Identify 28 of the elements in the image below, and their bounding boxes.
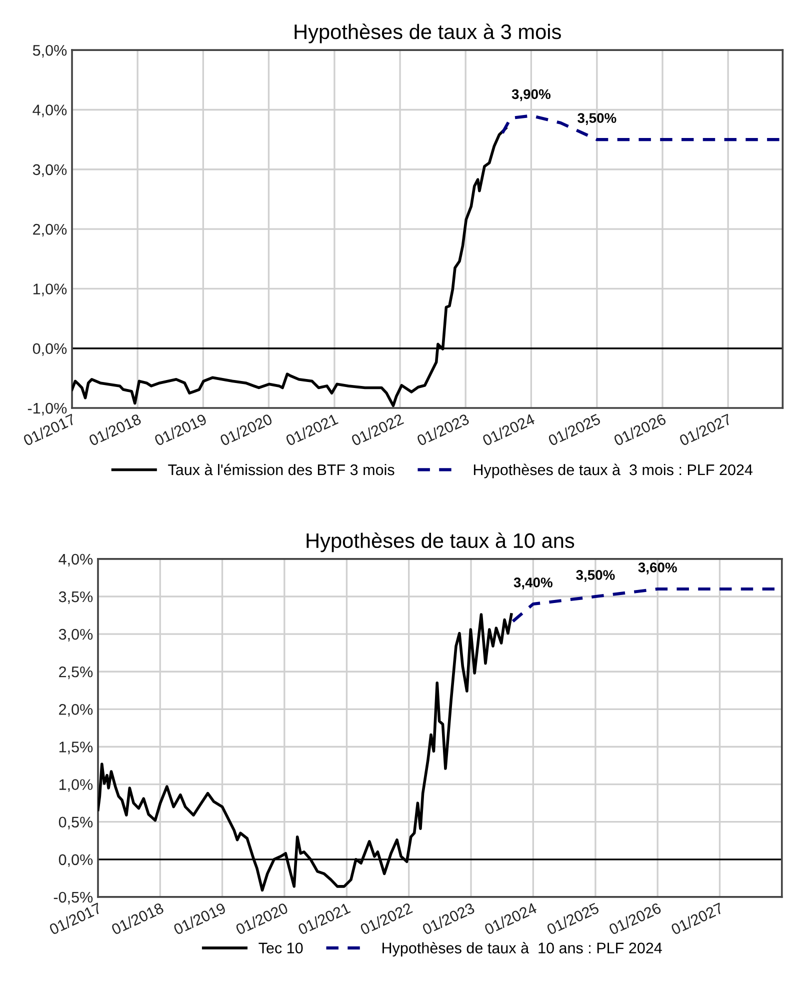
annotation: 3,50% xyxy=(578,113,616,125)
y-tick-label: 0,0% xyxy=(32,343,67,356)
legend-label: Tec 10 xyxy=(258,942,303,954)
annotation: 3,50% xyxy=(576,570,615,582)
y-tick-label: 1,0% xyxy=(33,284,67,296)
legend-label: Hypothèses de taux à 3 mois : PLF 2024 xyxy=(474,464,753,478)
y-tick-label: 3,5% xyxy=(58,591,93,604)
y-tick-label: 5,0% xyxy=(32,44,67,58)
y-tick-label: 2,0% xyxy=(59,704,93,717)
chart-title: Hypothèses de taux à 3 mois xyxy=(294,24,561,44)
chart-title: Hypothèses de taux à 10 ans xyxy=(306,532,574,552)
legend-label: Taux à l'émission des BTF 3 mois xyxy=(168,464,394,476)
y-tick-label: 4,0% xyxy=(32,104,67,118)
y-tick-label: 3,0% xyxy=(32,164,67,177)
y-tick-label: 0,5% xyxy=(58,816,93,830)
y-tick-label: 3,0% xyxy=(58,628,93,642)
y-tick-label: 4,0% xyxy=(58,554,93,566)
y-tick-label: -0,5% xyxy=(54,892,93,904)
y-tick-label: 0,0% xyxy=(58,854,93,867)
y-tick-label: 2,5% xyxy=(59,666,93,680)
legend-label: Hypothèses de taux à 10 ans : PLF 2024 xyxy=(382,942,662,956)
y-tick-label: 2,0% xyxy=(33,224,67,237)
y-tick-label: -1,0% xyxy=(28,402,67,416)
annotation: 3,40% xyxy=(514,578,552,590)
y-tick-label: 1,5% xyxy=(59,742,93,754)
annotation: 3,90% xyxy=(512,89,550,102)
annotation: 3,60% xyxy=(638,562,677,574)
y-tick-label: 1,0% xyxy=(59,779,93,792)
